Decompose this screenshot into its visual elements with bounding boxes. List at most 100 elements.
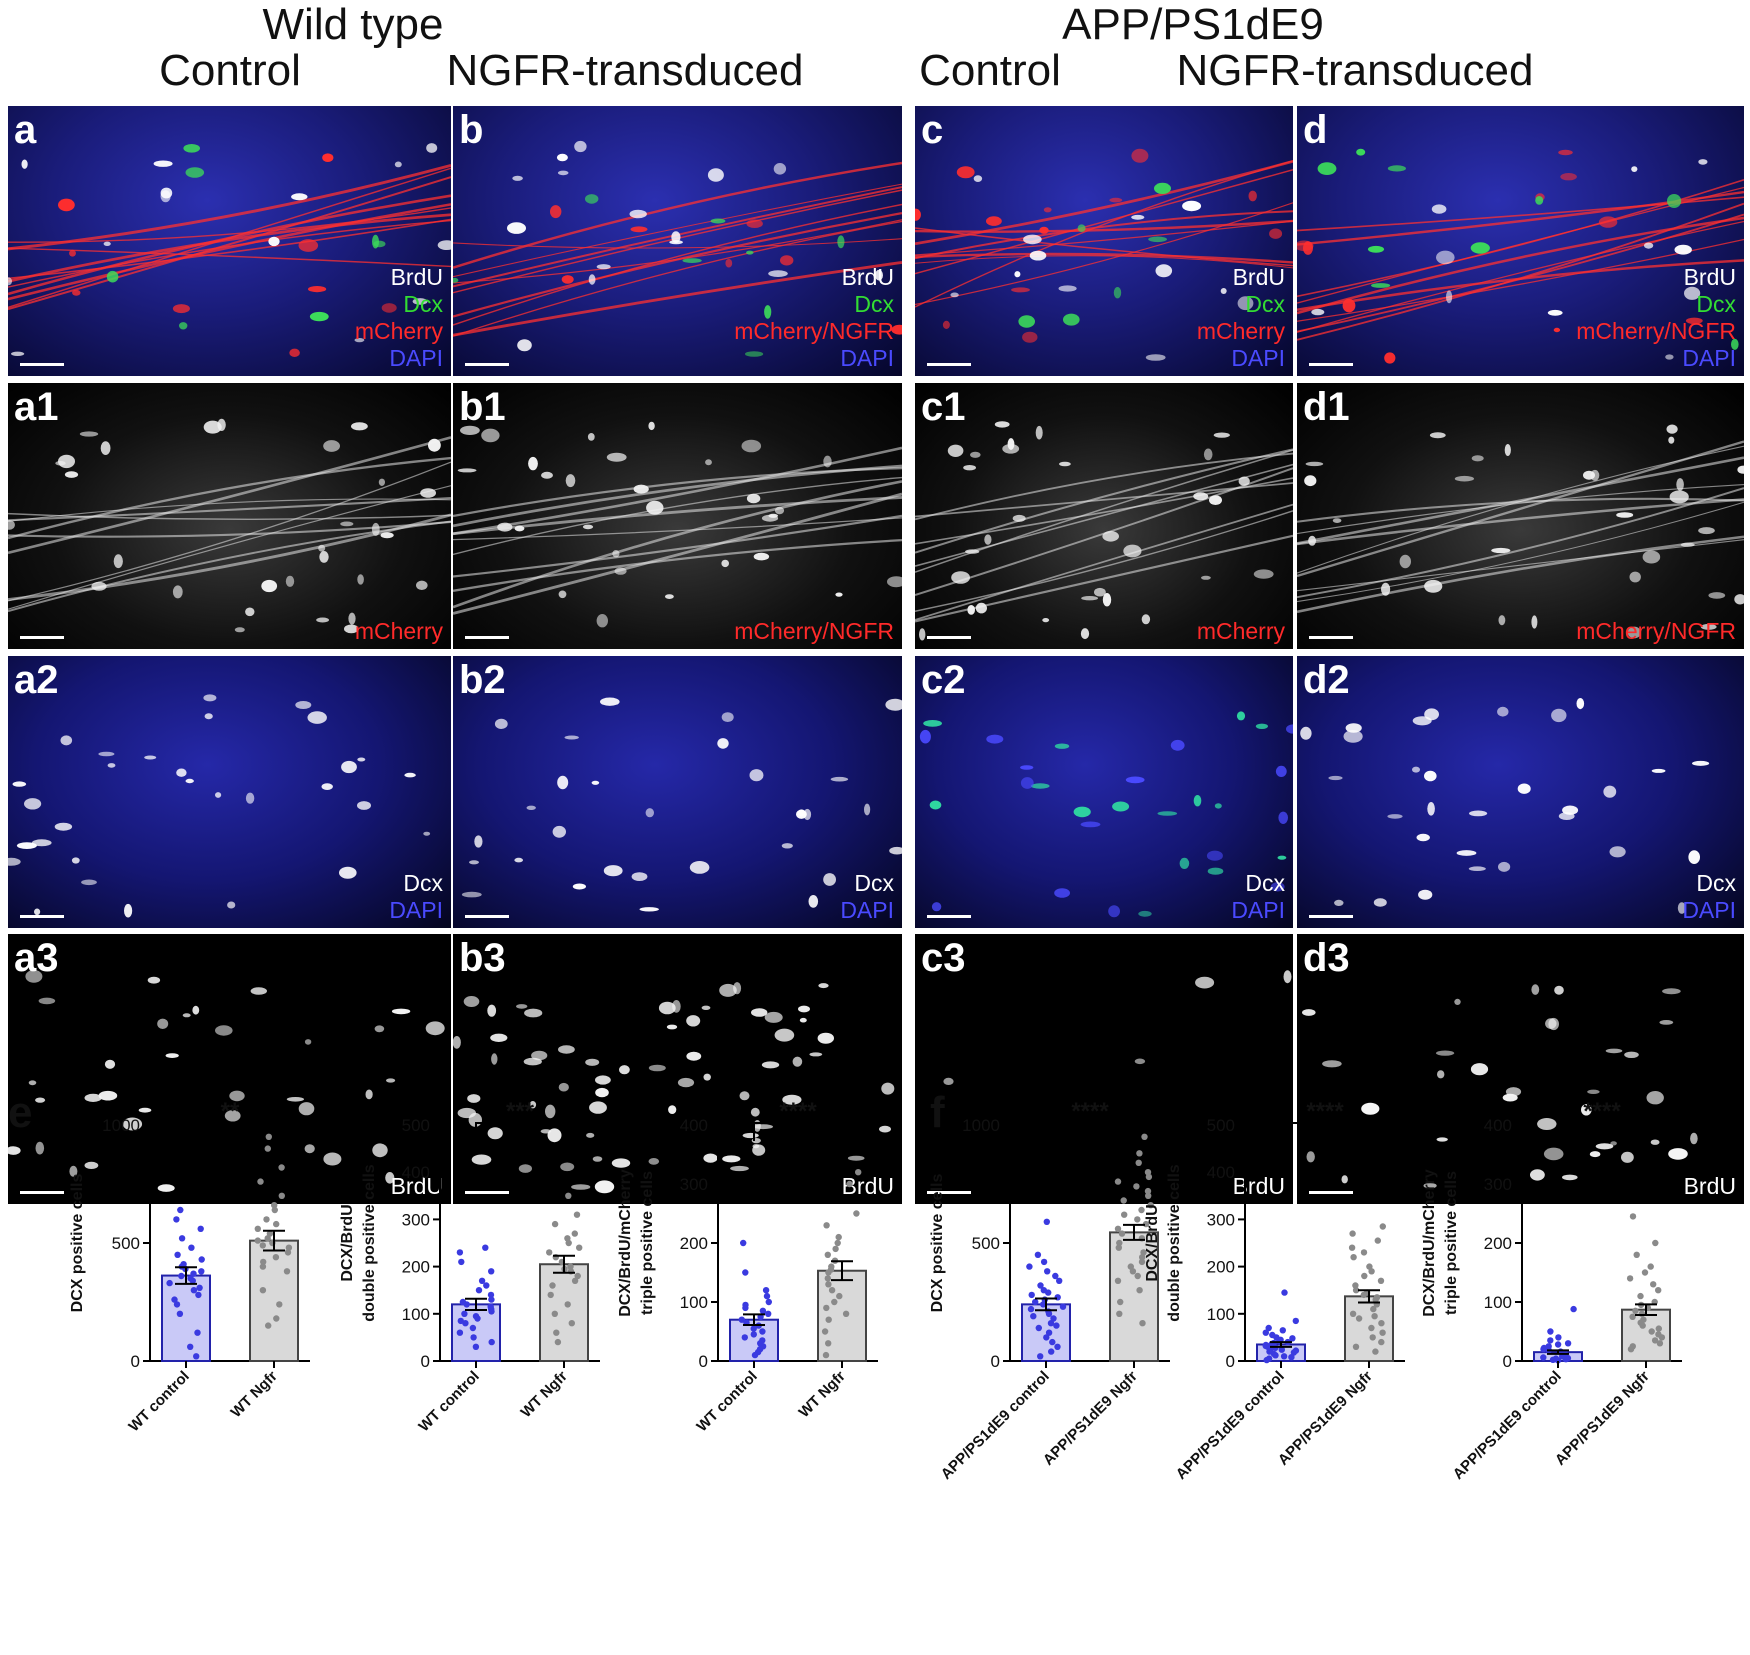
x-tick-label: WT control (415, 1368, 482, 1435)
data-point (1655, 1325, 1663, 1332)
scale-bar (465, 1191, 509, 1194)
fiber (1297, 501, 1744, 603)
cell (304, 1039, 312, 1045)
channel-legend: mCherry (355, 618, 443, 645)
fiber (453, 467, 902, 518)
data-point (1547, 1337, 1554, 1344)
fiber (453, 476, 902, 556)
cell (1255, 723, 1268, 729)
data-point (1134, 1216, 1141, 1223)
significance-label: **** (779, 1098, 817, 1125)
micrograph-panel-c: c BrdU Dcx mCherry DAPI (915, 106, 1293, 376)
cell (507, 222, 526, 234)
cell (453, 277, 459, 283)
scale-bar (1309, 636, 1353, 639)
scale-bar (465, 915, 509, 918)
cell (224, 1110, 241, 1122)
data-point (1134, 1272, 1141, 1280)
data-point (1034, 1251, 1042, 1258)
data-point (1026, 1263, 1033, 1270)
y-tick-label: 500 (112, 1234, 140, 1253)
micrograph-texture (453, 140, 902, 357)
data-point (1054, 1294, 1061, 1301)
data-point (483, 1282, 490, 1289)
fiber (453, 161, 902, 269)
cell (371, 522, 380, 536)
cell (1427, 802, 1435, 816)
cell (1690, 1132, 1698, 1145)
cell (965, 549, 980, 554)
panel-label: a3 (14, 936, 59, 980)
cell (412, 298, 428, 305)
cell (84, 1093, 102, 1102)
cell (71, 857, 80, 864)
cell (614, 567, 627, 575)
cell (1131, 214, 1145, 220)
cell (943, 1077, 954, 1085)
cell (774, 506, 785, 515)
cell (1286, 724, 1293, 734)
cell (611, 1158, 631, 1168)
cell (381, 303, 397, 313)
channel-legend-item: mCherry (1196, 318, 1285, 344)
data-point (188, 1244, 195, 1251)
cell (595, 1075, 611, 1085)
cell (291, 193, 308, 201)
data-point (254, 1237, 261, 1244)
y-tick-label: 200 (1484, 1234, 1512, 1253)
cell (463, 996, 480, 1007)
cell (526, 805, 536, 810)
data-point (834, 1239, 841, 1247)
channel-legend-item: Dcx (1245, 291, 1285, 317)
cell (1278, 811, 1288, 824)
cell (28, 1080, 37, 1086)
cell (1560, 173, 1577, 181)
cell (1688, 850, 1700, 864)
significance-label: **** (1306, 1098, 1344, 1125)
data-point (260, 1258, 267, 1266)
cell (749, 769, 764, 782)
fiber (453, 446, 902, 536)
cell (394, 161, 402, 168)
data-point (835, 1233, 842, 1241)
cell (799, 1017, 807, 1023)
data-point (1632, 1307, 1639, 1314)
cell (947, 444, 964, 457)
data-point (1136, 1287, 1143, 1294)
fiber (8, 194, 451, 296)
cell (147, 976, 161, 984)
cell (1674, 244, 1692, 255)
cell (818, 983, 829, 989)
cell (1054, 743, 1070, 749)
cell (1616, 512, 1634, 518)
data-point (190, 1287, 198, 1294)
data-point (565, 1164, 572, 1171)
data-point (177, 1206, 184, 1214)
data-point (1043, 1218, 1051, 1225)
cell (746, 250, 754, 255)
cell (571, 1184, 591, 1190)
cell (1554, 985, 1564, 995)
cell (889, 846, 902, 855)
data-point (273, 1220, 280, 1228)
channel-legend-item: DAPI (1682, 345, 1736, 371)
data-point (1372, 1296, 1379, 1303)
cell (1073, 806, 1091, 818)
cell (585, 1058, 600, 1066)
cell (348, 612, 356, 625)
cell (798, 1005, 810, 1013)
cell (919, 729, 931, 744)
fiber (915, 482, 1293, 518)
channel-legend-item: DAPI (389, 345, 443, 371)
data-point (1288, 1354, 1295, 1361)
cell (1042, 618, 1050, 623)
cell (380, 532, 394, 539)
cell (138, 1107, 152, 1113)
data-point (1040, 1258, 1048, 1266)
data-point (1138, 1258, 1146, 1266)
cell (1131, 148, 1149, 163)
fiber (1297, 216, 1744, 315)
micrograph-texture (453, 982, 895, 1194)
cell (1059, 461, 1071, 467)
